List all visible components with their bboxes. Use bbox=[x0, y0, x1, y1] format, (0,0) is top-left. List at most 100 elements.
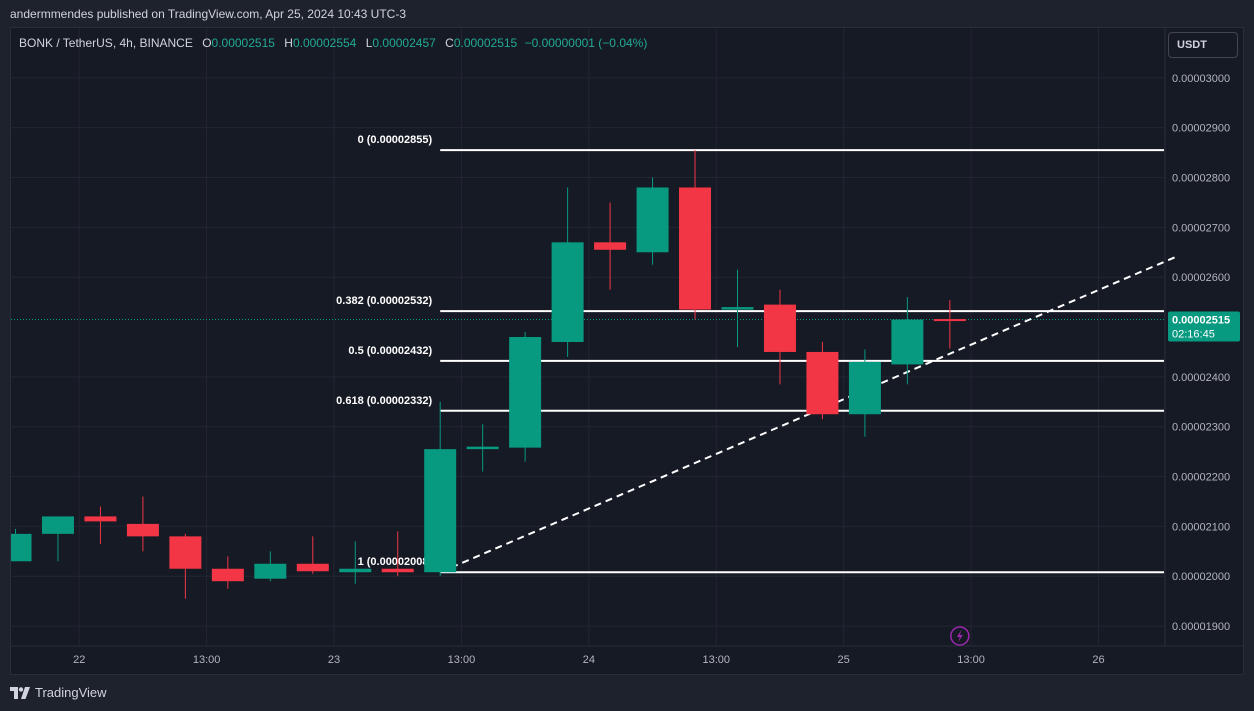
fib-level-label: 1 (0.00002008) bbox=[358, 556, 433, 568]
candle-body bbox=[211, 568, 244, 582]
candle-body bbox=[891, 319, 924, 365]
chart-canvas[interactable]: 0 (0.00002855) 0.382 (0.00002532) 0.5 (0.0… bbox=[11, 28, 1243, 674]
time-tick-label: 13:00 bbox=[702, 654, 730, 666]
candle bbox=[721, 269, 754, 347]
time-tick-label: 25 bbox=[838, 654, 850, 666]
tradingview-brand[interactable]: TradingView bbox=[10, 685, 107, 700]
candle bbox=[126, 496, 159, 552]
candle bbox=[169, 533, 202, 599]
candle-body bbox=[466, 446, 499, 450]
price-axis[interactable]: 0.00003000 0.00002900 0.00002800 0.00002700… bbox=[1168, 73, 1240, 633]
fib-retracement[interactable]: 0 (0.00002855) 0.382 (0.00002532) 0.5 (0.0… bbox=[336, 134, 1164, 574]
ohlc-close: 0.00002515 bbox=[453, 36, 518, 50]
candle-body bbox=[126, 523, 159, 537]
time-tick-label: 24 bbox=[583, 654, 595, 666]
candle-body bbox=[551, 242, 584, 342]
current-price-tag: 0.00002515 02:16:45 bbox=[1168, 311, 1240, 342]
grid bbox=[11, 28, 1243, 647]
price-tick-label: 0.00002200 bbox=[1172, 472, 1230, 484]
candle bbox=[636, 177, 669, 265]
price-tick-label: 0.00002600 bbox=[1172, 272, 1230, 284]
candle-body bbox=[933, 319, 966, 322]
candle bbox=[806, 341, 839, 420]
price-tick-label: 0.00002700 bbox=[1172, 222, 1230, 234]
candle bbox=[11, 528, 32, 562]
fib-level-label: 0.382 (0.00002532) bbox=[336, 295, 432, 307]
candle-body bbox=[848, 361, 881, 415]
current-price-value: 0.00002515 bbox=[1172, 315, 1230, 327]
currency-button[interactable]: USDT bbox=[1168, 32, 1238, 58]
price-tick-label: 0.00003000 bbox=[1172, 73, 1230, 85]
time-tick-label: 13:00 bbox=[193, 654, 221, 666]
price-tick-label: 0.00002300 bbox=[1172, 422, 1230, 434]
candle-body bbox=[424, 449, 457, 573]
candle-body bbox=[84, 516, 117, 522]
price-tick-label: 0.00002000 bbox=[1172, 571, 1230, 583]
publisher-line: andermmendes published on TradingView.co… bbox=[10, 7, 407, 21]
candle bbox=[424, 401, 457, 577]
candle-body bbox=[721, 307, 754, 310]
candle bbox=[254, 551, 287, 582]
symbol-title[interactable]: BONK / TetherUS, 4h, BINANCE bbox=[19, 36, 193, 50]
candle bbox=[891, 297, 924, 385]
time-tick-label: 13:00 bbox=[448, 654, 476, 666]
ohlc-open-key: O bbox=[202, 36, 212, 50]
ohlc-change: −0.00000001 (−0.04%) bbox=[524, 36, 648, 50]
trendline-dashed bbox=[439, 256, 1176, 574]
candle bbox=[594, 202, 627, 290]
time-tick-label: 26 bbox=[1092, 654, 1104, 666]
trendline[interactable] bbox=[439, 256, 1176, 574]
candle bbox=[41, 516, 74, 562]
candle bbox=[933, 300, 966, 349]
ohlc-close-key: C bbox=[445, 36, 454, 50]
current-price-countdown: 02:16:45 bbox=[1172, 329, 1215, 341]
candle bbox=[381, 531, 414, 577]
symbol-info-bar: BONK / TetherUS, 4h, BINANCE O0.00002515… bbox=[19, 36, 647, 50]
tradingview-logo-icon bbox=[10, 686, 30, 699]
candle-body bbox=[169, 536, 202, 569]
time-tick-label: 23 bbox=[328, 654, 340, 666]
price-tick-label: 0.00002900 bbox=[1172, 123, 1230, 135]
candle-body bbox=[296, 563, 329, 572]
candles bbox=[11, 150, 966, 599]
candle-body bbox=[339, 568, 372, 573]
candle-body bbox=[636, 187, 669, 253]
candle bbox=[339, 541, 372, 584]
tradingview-brand-text: TradingView bbox=[35, 685, 107, 700]
candle bbox=[296, 536, 329, 574]
markers bbox=[950, 626, 970, 646]
candle bbox=[763, 289, 796, 385]
ohlc-low: 0.00002457 bbox=[372, 36, 436, 50]
candle bbox=[679, 150, 712, 320]
price-tick-label: 0.00002800 bbox=[1172, 173, 1230, 185]
price-tick-label: 0.00002100 bbox=[1172, 521, 1230, 533]
ohlc-low-key: L bbox=[365, 36, 373, 50]
fib-level-label: 0.618 (0.00002332) bbox=[336, 395, 432, 407]
candle-body bbox=[509, 337, 542, 448]
candle bbox=[551, 187, 584, 357]
ohlc-open: 0.00002515 bbox=[211, 36, 275, 50]
candle bbox=[848, 349, 881, 437]
candle-body bbox=[41, 516, 74, 534]
ohlc-high: 0.00002554 bbox=[292, 36, 357, 50]
candle bbox=[211, 556, 244, 589]
candle-body bbox=[381, 568, 414, 573]
candle-body bbox=[254, 563, 287, 579]
fib-level-label: 0 (0.00002855) bbox=[358, 134, 433, 146]
candle bbox=[84, 506, 117, 544]
chart-pane[interactable]: 0 (0.00002855) 0.382 (0.00002532) 0.5 (0.0… bbox=[10, 27, 1244, 675]
candle bbox=[509, 332, 542, 462]
time-axis[interactable]: 22 13:00 23 13:00 24 13:00 25 13:00 26 bbox=[73, 654, 1105, 666]
time-tick-label: 22 bbox=[73, 654, 85, 666]
price-tick-label: 0.00002400 bbox=[1172, 372, 1230, 384]
fib-level-label: 0.5 (0.00002432) bbox=[348, 345, 432, 357]
candle-body bbox=[11, 533, 32, 562]
candle-body bbox=[679, 187, 712, 310]
candle-body bbox=[806, 351, 839, 415]
time-tick-label: 13:00 bbox=[957, 654, 985, 666]
candle-body bbox=[594, 242, 627, 250]
candle bbox=[466, 424, 499, 472]
lightning-bolt-icon bbox=[950, 626, 970, 646]
candle-body bbox=[763, 304, 796, 352]
ohlc-high-key: H bbox=[284, 36, 293, 50]
